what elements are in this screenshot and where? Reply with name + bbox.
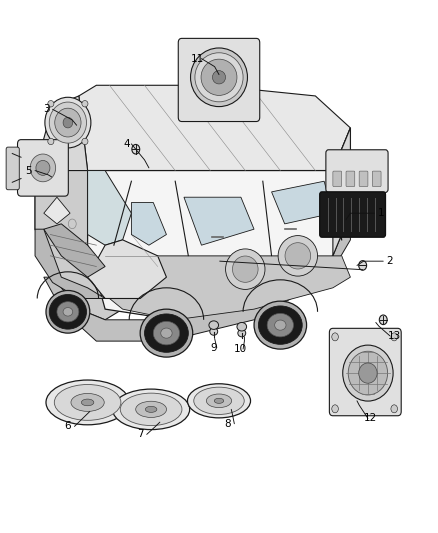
Text: 1: 1 <box>378 208 385 218</box>
FancyBboxPatch shape <box>329 328 401 416</box>
Polygon shape <box>88 171 131 245</box>
Ellipse shape <box>214 398 224 403</box>
Ellipse shape <box>63 308 73 316</box>
Ellipse shape <box>145 406 157 413</box>
Ellipse shape <box>132 144 140 154</box>
Ellipse shape <box>46 290 90 333</box>
Ellipse shape <box>254 301 307 349</box>
Ellipse shape <box>161 328 172 338</box>
Polygon shape <box>35 96 88 229</box>
Ellipse shape <box>54 384 121 421</box>
Text: 5: 5 <box>25 166 32 175</box>
Ellipse shape <box>343 345 393 401</box>
FancyBboxPatch shape <box>6 147 19 190</box>
Ellipse shape <box>391 333 398 341</box>
Polygon shape <box>79 85 350 171</box>
Ellipse shape <box>48 101 54 107</box>
Ellipse shape <box>233 256 258 282</box>
Ellipse shape <box>237 322 247 331</box>
Text: 13: 13 <box>388 331 401 341</box>
FancyBboxPatch shape <box>320 192 385 237</box>
Ellipse shape <box>258 306 302 344</box>
Polygon shape <box>131 203 166 245</box>
Ellipse shape <box>63 117 73 128</box>
Ellipse shape <box>68 219 76 229</box>
Polygon shape <box>35 171 123 320</box>
Ellipse shape <box>113 389 190 430</box>
Polygon shape <box>333 128 350 256</box>
Ellipse shape <box>201 59 237 95</box>
Ellipse shape <box>145 314 188 352</box>
Polygon shape <box>272 181 333 224</box>
Text: 10: 10 <box>233 344 247 354</box>
Text: 9: 9 <box>210 343 217 352</box>
Polygon shape <box>88 128 350 320</box>
Text: 11: 11 <box>191 54 204 63</box>
Ellipse shape <box>36 160 50 175</box>
Polygon shape <box>44 197 70 224</box>
Ellipse shape <box>49 102 86 143</box>
Ellipse shape <box>57 302 79 322</box>
Ellipse shape <box>332 333 338 341</box>
Ellipse shape <box>195 53 243 102</box>
Polygon shape <box>35 229 105 298</box>
Ellipse shape <box>209 321 219 329</box>
Ellipse shape <box>359 261 367 270</box>
Ellipse shape <box>267 313 293 337</box>
Ellipse shape <box>212 70 226 84</box>
FancyBboxPatch shape <box>18 140 68 196</box>
Ellipse shape <box>238 329 246 337</box>
Ellipse shape <box>46 380 129 425</box>
Ellipse shape <box>226 249 265 289</box>
Ellipse shape <box>82 101 88 107</box>
Ellipse shape <box>187 384 251 418</box>
Ellipse shape <box>30 154 56 182</box>
Ellipse shape <box>81 399 94 406</box>
Ellipse shape <box>49 294 86 329</box>
Polygon shape <box>44 213 350 341</box>
FancyBboxPatch shape <box>359 171 368 187</box>
Ellipse shape <box>379 315 387 325</box>
Text: 3: 3 <box>42 104 49 114</box>
Ellipse shape <box>332 405 338 413</box>
Ellipse shape <box>359 363 377 383</box>
Ellipse shape <box>140 309 193 357</box>
Text: 6: 6 <box>64 422 71 431</box>
Ellipse shape <box>45 97 91 148</box>
Ellipse shape <box>275 320 286 330</box>
FancyBboxPatch shape <box>333 171 342 187</box>
Ellipse shape <box>206 394 232 408</box>
Text: 8: 8 <box>224 419 231 429</box>
Ellipse shape <box>153 321 180 345</box>
FancyBboxPatch shape <box>346 171 355 187</box>
Polygon shape <box>44 224 105 277</box>
Ellipse shape <box>348 351 388 395</box>
Ellipse shape <box>191 48 247 107</box>
Text: 2: 2 <box>386 256 393 266</box>
Text: 7: 7 <box>137 430 144 439</box>
Ellipse shape <box>285 243 311 269</box>
Ellipse shape <box>136 401 166 417</box>
Ellipse shape <box>120 393 182 425</box>
Ellipse shape <box>48 138 54 144</box>
Ellipse shape <box>194 387 244 415</box>
Polygon shape <box>184 197 254 245</box>
Ellipse shape <box>55 108 81 137</box>
Ellipse shape <box>210 328 218 335</box>
Ellipse shape <box>82 138 88 144</box>
Text: 4: 4 <box>124 139 131 149</box>
FancyBboxPatch shape <box>372 171 381 187</box>
FancyBboxPatch shape <box>178 38 260 122</box>
Ellipse shape <box>391 405 398 413</box>
FancyBboxPatch shape <box>326 150 388 192</box>
Polygon shape <box>96 256 350 320</box>
Polygon shape <box>88 240 166 298</box>
Ellipse shape <box>278 236 318 276</box>
Ellipse shape <box>71 393 104 411</box>
Text: 12: 12 <box>364 414 377 423</box>
